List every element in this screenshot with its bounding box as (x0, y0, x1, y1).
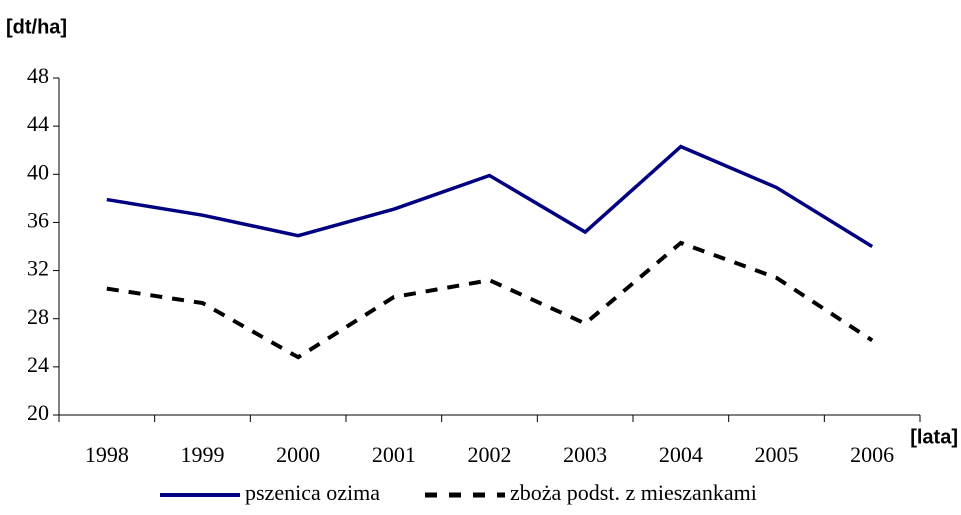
x-tick-label: 2005 (755, 442, 799, 467)
y-tick-label: 24 (27, 352, 49, 377)
y-tick-label: 20 (27, 400, 49, 425)
legend-label: pszenica ozima (245, 480, 380, 505)
x-tick-label: 2000 (276, 442, 320, 467)
y-axis-label: [dt/ha] (6, 16, 67, 38)
series-line (106, 144, 874, 248)
x-tick-label: 2001 (372, 442, 416, 467)
y-tick-label: 44 (27, 111, 49, 136)
legend-label: zboża podst. z mieszankami (510, 480, 757, 505)
y-tick-label: 40 (27, 159, 49, 184)
x-tick-label: 2006 (850, 442, 894, 467)
y-tick-label: 28 (27, 304, 49, 329)
y-tick-label: 48 (27, 63, 49, 88)
x-tick-label: 1999 (181, 442, 225, 467)
x-tick-label: 2003 (563, 442, 607, 467)
series-line (106, 240, 874, 360)
y-tick-label: 36 (27, 207, 49, 232)
x-tick-label: 2002 (468, 442, 512, 467)
y-tick-label: 32 (27, 256, 49, 281)
x-tick-label: 1998 (85, 442, 129, 467)
x-tick-label: 2004 (659, 442, 703, 467)
x-axis-label: [lata] (910, 426, 958, 448)
